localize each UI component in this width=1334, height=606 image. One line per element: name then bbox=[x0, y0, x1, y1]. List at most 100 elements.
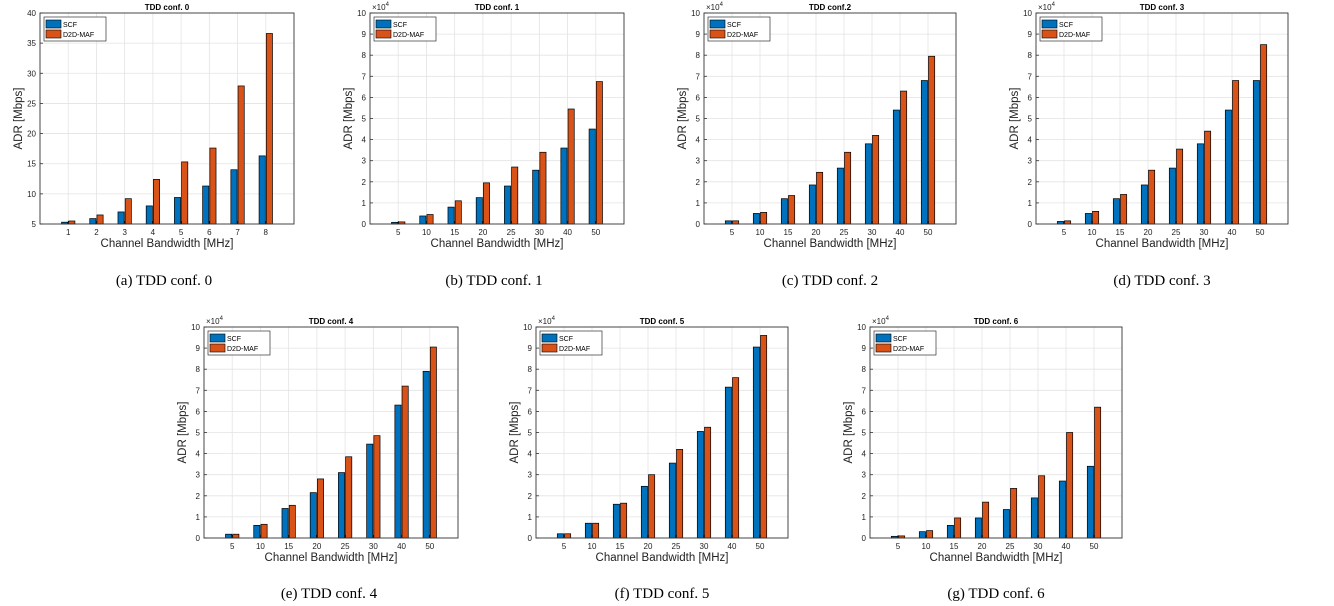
x-tick-label: 20 bbox=[478, 228, 487, 237]
bar-scf bbox=[864, 143, 872, 225]
legend-swatch bbox=[1041, 29, 1058, 39]
y-tick-label: 10 bbox=[357, 9, 366, 18]
x-tick-label: 50 bbox=[1256, 228, 1265, 237]
y-tick-label: 3 bbox=[696, 157, 701, 166]
bar-scf bbox=[588, 128, 596, 225]
x-axis-label: Channel Bandwidth [MHz] bbox=[1096, 238, 1229, 250]
y-tick-label: 0 bbox=[696, 220, 701, 229]
bar-scf bbox=[1224, 109, 1232, 225]
axes-box bbox=[869, 326, 1123, 539]
y-tick-label: 10 bbox=[691, 9, 700, 18]
legend: SCF D2D-MAF bbox=[1039, 16, 1103, 42]
y-tick-label: 0 bbox=[362, 220, 367, 229]
y-multiplier: ×104 bbox=[1038, 2, 1056, 12]
subfigure-caption: (g) TDD conf. 6 bbox=[947, 586, 1045, 602]
bar-scf bbox=[1058, 480, 1066, 539]
bar-d2d-maf bbox=[426, 214, 434, 225]
bar-scf bbox=[253, 524, 261, 539]
y-axis-label: ADR [Mbps] bbox=[509, 402, 521, 464]
subfigure-caption: (c) TDD conf. 2 bbox=[782, 273, 878, 289]
y-tick-label: 3 bbox=[362, 157, 367, 166]
subfigure-caption: (b) TDD conf. 1 bbox=[445, 273, 542, 289]
y-tick-label: 9 bbox=[528, 344, 533, 353]
bar-d2d-maf bbox=[676, 449, 684, 539]
axes-box bbox=[535, 326, 789, 539]
x-tick-label: 15 bbox=[1116, 228, 1125, 237]
x-tick-label: 4 bbox=[151, 228, 156, 237]
legend-label: SCF bbox=[63, 22, 77, 29]
bar-scf bbox=[1196, 143, 1204, 225]
bar-d2d-maf bbox=[592, 522, 600, 539]
y-multiplier: ×104 bbox=[706, 2, 724, 12]
x-tick-label: 50 bbox=[591, 228, 600, 237]
axes-box bbox=[203, 326, 459, 539]
axes-box bbox=[369, 12, 625, 225]
chart-title: TDD conf. 4 bbox=[309, 317, 354, 326]
y-tick-label: 8 bbox=[1028, 51, 1033, 60]
bar-scf bbox=[281, 508, 289, 539]
x-tick-label: 7 bbox=[235, 228, 240, 237]
y-tick-label: 1 bbox=[862, 513, 867, 522]
bar-scf bbox=[447, 206, 455, 225]
legend-label: SCF bbox=[727, 22, 741, 29]
y-tick-label: 0 bbox=[196, 534, 201, 543]
bar-d2d-maf bbox=[844, 151, 852, 225]
bar-scf bbox=[1002, 509, 1010, 539]
bar-scf bbox=[230, 169, 238, 225]
chart-panel-3: 0 1 2 3 4 5 6 7 8 9 10 5 10 15 20 25 30 40 50 TDD conf. 3 ×1… bbox=[1009, 2, 1289, 289]
bar-d2d-maf bbox=[704, 426, 712, 539]
bar-scf bbox=[836, 167, 844, 225]
x-tick-label: 40 bbox=[1228, 228, 1237, 237]
x-tick-label: 5 bbox=[896, 542, 901, 551]
y-tick-label: 35 bbox=[27, 39, 36, 48]
legend-label: D2D-MAF bbox=[227, 346, 258, 353]
y-tick-label: 2 bbox=[196, 492, 201, 501]
bar-scf bbox=[394, 404, 402, 539]
x-tick-label: 50 bbox=[425, 542, 434, 551]
bar-d2d-maf bbox=[816, 171, 824, 225]
x-tick-label: 6 bbox=[207, 228, 212, 237]
x-tick-label: 30 bbox=[700, 542, 709, 551]
bar-d2d-maf bbox=[511, 166, 519, 225]
y-tick-label: 9 bbox=[362, 30, 367, 39]
bar-d2d-maf bbox=[153, 179, 160, 225]
x-tick-label: 25 bbox=[341, 542, 350, 551]
bar-scf bbox=[808, 184, 816, 225]
y-tick-label: 8 bbox=[196, 365, 201, 374]
x-tick-label: 15 bbox=[616, 542, 625, 551]
y-multiplier: ×104 bbox=[372, 2, 390, 12]
legend-label: D2D-MAF bbox=[559, 346, 590, 353]
y-tick-label: 1 bbox=[696, 199, 701, 208]
y-tick-label: 7 bbox=[362, 72, 367, 81]
bar-d2d-maf bbox=[209, 147, 217, 225]
bar-d2d-maf bbox=[620, 502, 628, 539]
bar-d2d-maf bbox=[345, 456, 353, 539]
bar-scf bbox=[780, 198, 788, 225]
y-tick-label: 9 bbox=[862, 344, 867, 353]
chart-title: TDD conf. 1 bbox=[475, 3, 520, 12]
bar-scf bbox=[475, 197, 483, 225]
bar-d2d-maf bbox=[982, 501, 990, 539]
bar-scf bbox=[1084, 213, 1092, 225]
bar-scf bbox=[724, 386, 732, 539]
y-tick-label: 0 bbox=[862, 534, 867, 543]
bar-scf bbox=[174, 197, 181, 225]
y-axis-label: ADR [Mbps] bbox=[343, 88, 355, 150]
legend-label: SCF bbox=[227, 336, 241, 343]
x-tick-label: 5 bbox=[562, 542, 567, 551]
chart-panel-6: 0 1 2 3 4 5 6 7 8 9 10 5 10 15 20 25 30 40 50 TDD conf. 6 ×1… bbox=[843, 316, 1123, 602]
x-tick-label: 5 bbox=[1062, 228, 1067, 237]
bar-d2d-maf bbox=[595, 81, 603, 225]
y-tick-label: 5 bbox=[1028, 115, 1033, 124]
y-axis-label: ADR [Mbps] bbox=[177, 402, 189, 464]
y-tick-label: 25 bbox=[27, 99, 36, 108]
x-tick-label: 15 bbox=[784, 228, 793, 237]
bar-scf bbox=[612, 503, 620, 539]
legend-swatch bbox=[709, 19, 726, 29]
legend-swatch bbox=[875, 333, 892, 343]
bar-d2d-maf bbox=[429, 346, 437, 539]
y-tick-label: 2 bbox=[528, 492, 533, 501]
y-tick-label: 7 bbox=[1028, 72, 1033, 81]
y-tick-label: 5 bbox=[196, 429, 201, 438]
y-tick-label: 4 bbox=[528, 450, 533, 459]
